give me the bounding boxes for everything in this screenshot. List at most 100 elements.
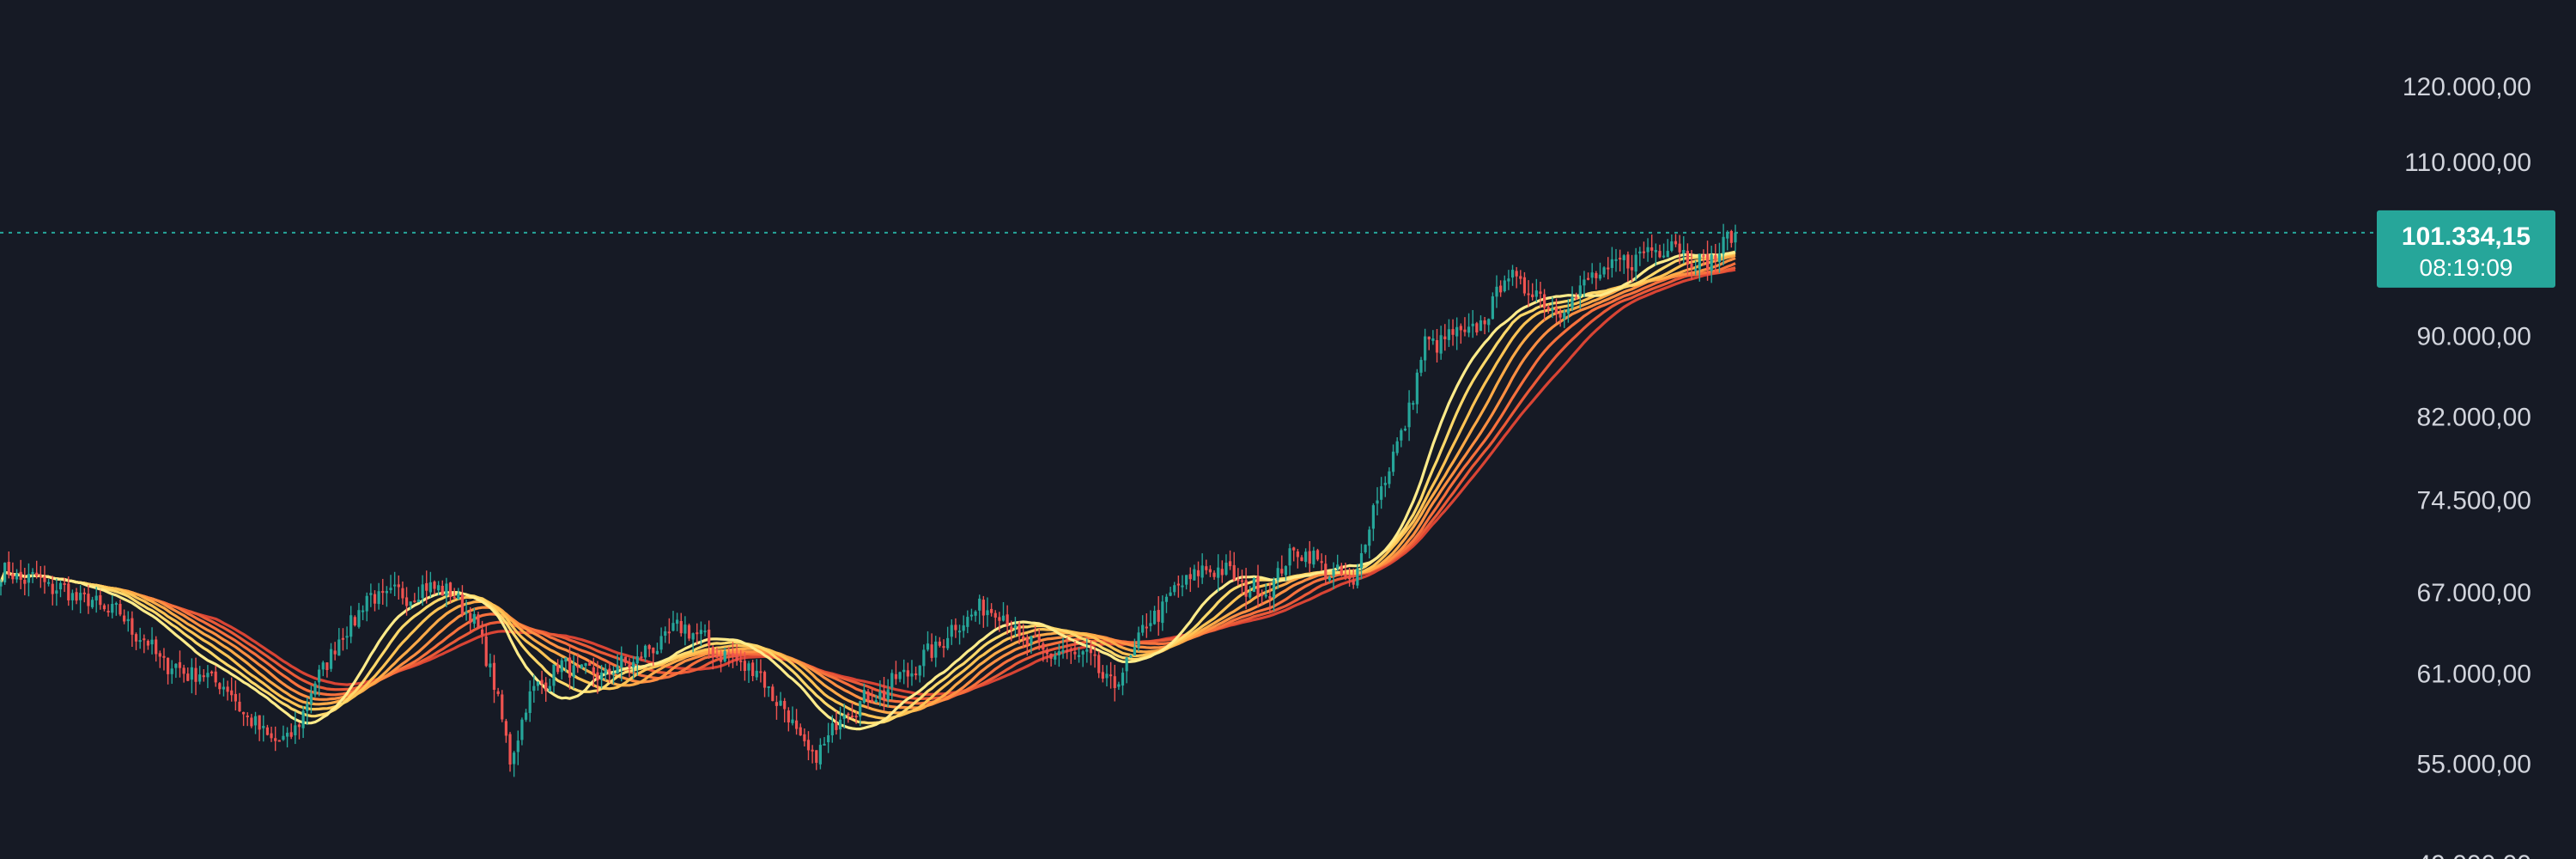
candle[interactable] [1650, 235, 1654, 259]
candle[interactable] [1400, 428, 1403, 448]
candle[interactable] [258, 715, 261, 741]
candle[interactable] [1566, 298, 1571, 323]
candle[interactable] [1061, 637, 1065, 659]
candle[interactable] [1173, 582, 1176, 596]
candle[interactable] [361, 605, 365, 620]
candle[interactable] [1714, 243, 1717, 274]
candle[interactable] [1419, 356, 1423, 377]
candle[interactable] [918, 665, 921, 683]
candle[interactable] [1364, 544, 1367, 554]
candle[interactable] [1459, 323, 1462, 344]
candle[interactable] [1686, 243, 1689, 276]
candle[interactable] [874, 694, 878, 704]
candle[interactable] [620, 646, 623, 682]
candle[interactable] [1717, 242, 1722, 273]
candle[interactable] [946, 626, 950, 651]
candle[interactable] [683, 616, 687, 646]
candle[interactable] [1734, 224, 1737, 252]
candle[interactable] [1495, 275, 1498, 308]
candle[interactable] [222, 678, 226, 697]
candle[interactable] [727, 646, 731, 667]
candle[interactable] [934, 636, 938, 667]
candle[interactable] [1447, 319, 1451, 347]
candle[interactable] [830, 715, 834, 743]
candle[interactable] [1407, 390, 1411, 442]
candle[interactable] [170, 660, 173, 685]
candle[interactable] [811, 745, 814, 764]
candle[interactable] [771, 684, 775, 702]
candle[interactable] [1694, 260, 1698, 276]
candle[interactable] [489, 653, 492, 677]
candle[interactable] [1176, 576, 1180, 598]
candle[interactable] [1435, 329, 1439, 362]
candle[interactable] [647, 643, 651, 657]
candle[interactable] [1133, 638, 1137, 656]
candle[interactable] [1626, 251, 1630, 283]
candle[interactable] [1483, 317, 1486, 335]
candle[interactable] [385, 586, 389, 607]
candle[interactable] [1125, 657, 1128, 684]
candle[interactable] [1025, 634, 1029, 656]
candle[interactable] [735, 643, 738, 666]
candle[interactable] [1522, 271, 1527, 296]
candle[interactable] [1308, 540, 1311, 573]
candle[interactable] [520, 717, 524, 746]
candle[interactable] [381, 578, 385, 606]
candle[interactable] [1443, 324, 1447, 351]
candle[interactable] [469, 606, 472, 633]
candle[interactable] [751, 660, 755, 682]
candle[interactable] [954, 618, 957, 638]
candle[interactable] [747, 661, 750, 684]
candle[interactable] [94, 587, 98, 613]
candle[interactable] [39, 565, 42, 588]
candle[interactable] [265, 724, 270, 736]
candle[interactable] [1543, 289, 1546, 321]
candle[interactable] [599, 664, 604, 689]
candle[interactable] [1602, 266, 1606, 277]
candle[interactable] [349, 606, 353, 643]
candle[interactable] [206, 665, 210, 689]
candle[interactable] [1475, 321, 1479, 336]
candle[interactable] [460, 585, 465, 618]
candle[interactable] [922, 644, 926, 678]
candle[interactable] [111, 594, 114, 618]
candle[interactable] [238, 692, 241, 712]
candle[interactable] [150, 627, 154, 655]
candle[interactable] [767, 685, 770, 698]
candle[interactable] [572, 655, 575, 689]
candle[interactable] [1455, 317, 1459, 350]
candle[interactable] [1590, 263, 1594, 284]
candle[interactable] [1069, 647, 1072, 664]
candle[interactable] [1546, 304, 1550, 314]
candle[interactable] [787, 707, 790, 732]
candle[interactable] [138, 627, 142, 649]
candle[interactable] [632, 655, 635, 679]
candle[interactable] [783, 698, 787, 723]
candle[interactable] [890, 669, 894, 700]
candle[interactable] [67, 576, 70, 606]
candle[interactable] [1431, 330, 1435, 345]
candle[interactable] [1646, 238, 1649, 262]
candle[interactable] [1527, 280, 1530, 308]
candle[interactable] [1200, 553, 1204, 584]
candle[interactable] [699, 621, 703, 647]
candle[interactable] [1109, 661, 1113, 689]
candle[interactable] [496, 687, 500, 697]
candle[interactable] [978, 594, 981, 624]
candle[interactable] [329, 643, 333, 673]
candle[interactable] [1388, 466, 1391, 489]
candle[interactable] [1077, 647, 1081, 663]
candle[interactable] [198, 666, 202, 685]
candle[interactable] [333, 642, 337, 661]
candle[interactable] [611, 666, 616, 685]
candle[interactable] [282, 725, 285, 741]
candle[interactable] [70, 589, 74, 611]
candle[interactable] [1296, 549, 1299, 569]
candle[interactable] [775, 695, 779, 720]
candle[interactable] [1033, 625, 1037, 637]
candle[interactable] [862, 683, 866, 704]
candle[interactable] [1439, 326, 1443, 360]
candle[interactable] [564, 657, 568, 673]
candle[interactable] [182, 664, 185, 683]
candle[interactable] [1702, 249, 1705, 266]
